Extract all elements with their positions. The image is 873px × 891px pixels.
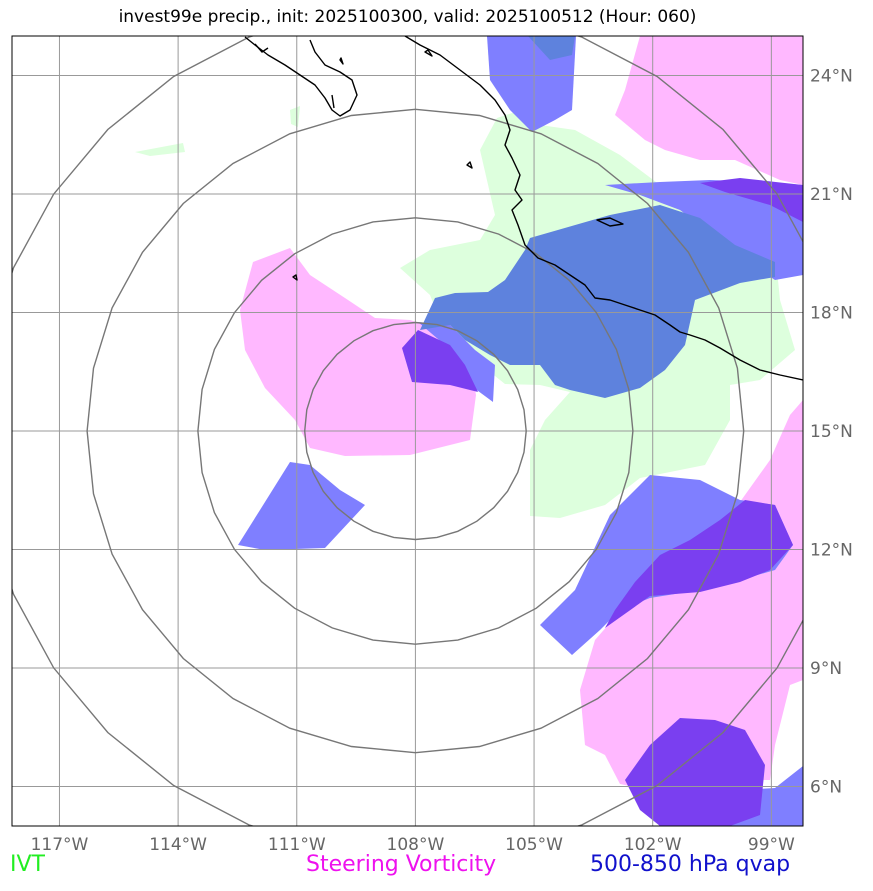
lat-tick-label: 9°N — [810, 659, 842, 679]
range-ring — [12, 36, 803, 826]
vorticity-field — [240, 36, 803, 790]
lat-tick-label: 24°N — [810, 67, 853, 87]
lon-tick-label: 111°W — [268, 835, 326, 855]
range-ring — [197, 217, 634, 645]
range-rings — [12, 36, 803, 826]
legend-vorticity: Steering Vorticity — [306, 852, 497, 877]
lat-tick-label: 15°N — [810, 422, 853, 442]
lat-tick-labels: 6°N 9°N 12°N 15°N 18°N 21°N 24°N — [810, 67, 853, 798]
lon-tick-label: 108°W — [387, 835, 445, 855]
lon-tick-label: 102°W — [624, 835, 682, 855]
lon-tick-label: 99°W — [748, 835, 795, 855]
lat-tick-label: 6°N — [810, 778, 842, 798]
lat-lon-grid — [12, 36, 803, 826]
lon-tick-label: 114°W — [149, 835, 207, 855]
map-frame — [11, 35, 804, 827]
lat-tick-label: 12°N — [810, 541, 853, 561]
lat-tick-label: 21°N — [810, 185, 853, 205]
coastline — [244, 36, 803, 381]
legend-qvap: 500-850 hPa qvap — [590, 852, 791, 877]
lon-tick-label: 117°W — [31, 835, 89, 855]
lon-tick-labels: 117°W 114°W 111°W 108°W 105°W 102°W 99°W — [31, 835, 795, 855]
qvap-dark-field — [402, 178, 803, 826]
legend-ivt: IVT — [10, 852, 45, 877]
lon-tick-label: 105°W — [505, 835, 563, 855]
qvap-mid-field — [420, 36, 775, 398]
range-ring — [86, 108, 745, 754]
lat-tick-label: 18°N — [810, 304, 853, 324]
range-ring — [303, 321, 527, 541]
map-title: invest99e precip., init: 2025100300, val… — [118, 7, 697, 27]
